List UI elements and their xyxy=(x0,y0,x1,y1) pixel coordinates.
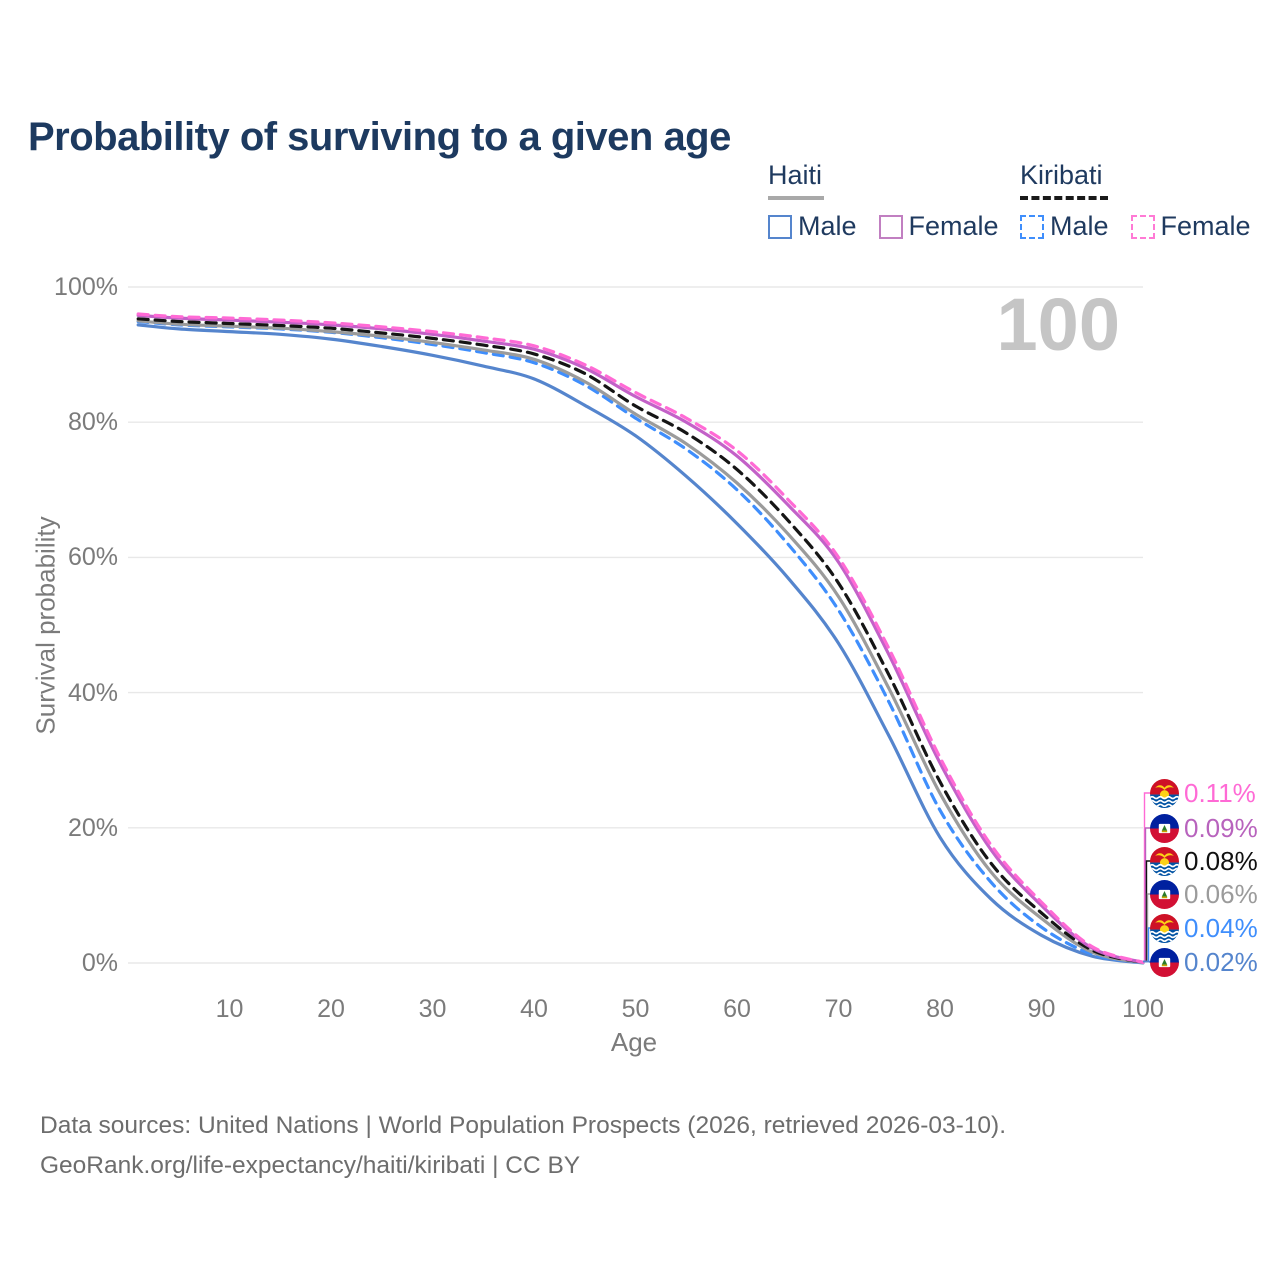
kiribati-flag-icon xyxy=(1150,778,1179,808)
legend-label: Male xyxy=(798,211,857,241)
legend-label: Female xyxy=(908,211,999,241)
x-tick-label: 80 xyxy=(926,995,954,1023)
legend-swatch-haiti-female xyxy=(878,214,903,239)
legend-underline-haiti xyxy=(768,196,824,200)
legend-swatch-haiti-male xyxy=(768,214,792,239)
legend-items-haiti: Male Female xyxy=(768,211,999,242)
x-tick-label: 10 xyxy=(215,995,244,1023)
y-axis-title: Survival probability xyxy=(30,516,61,735)
legend-swatch-kiribati-female xyxy=(1130,214,1155,239)
x-tick-label: 60 xyxy=(723,995,751,1023)
page-title: Probability of surviving to a given age xyxy=(28,114,731,159)
end-label-row-kiribati-male: 0.04% xyxy=(1150,911,1258,945)
end-label-row-kiribati-both: 0.08% xyxy=(1150,844,1258,878)
legend-items-kiribati: Male Female xyxy=(1020,211,1251,242)
y-tick-label: 40% xyxy=(67,678,118,707)
legend-item-haiti-female[interactable]: Female xyxy=(878,211,999,242)
legend-group-kiribati: Kiribati Male Female xyxy=(1020,160,1251,242)
footer-attribution: GeoRank.org/life-expectancy/haiti/kiriba… xyxy=(40,1152,581,1179)
curve-haiti-female[interactable] xyxy=(136,313,1145,964)
legend-header-kiribati: Kiribati xyxy=(1020,160,1103,190)
curve-haiti-both[interactable] xyxy=(136,319,1145,965)
haiti-flag-icon xyxy=(1150,879,1179,909)
curve-haiti-male[interactable] xyxy=(136,323,1145,965)
y-tick-label: 100% xyxy=(54,273,118,301)
legend-item-haiti-male[interactable]: Male xyxy=(768,211,857,242)
end-label-row-kiribati-female: 0.11% xyxy=(1150,776,1256,810)
kiribati-flag-icon xyxy=(1150,846,1179,876)
x-axis-title: Age xyxy=(610,1027,658,1057)
curve-kiribati-female[interactable] xyxy=(136,312,1145,964)
end-label-row-haiti-male: 0.02% xyxy=(1150,945,1258,979)
x-tick-label: 20 xyxy=(317,995,345,1023)
end-label-value: 0.04% xyxy=(1184,912,1258,943)
end-label-value: 0.08% xyxy=(1184,845,1258,876)
end-label-row-haiti-female: 0.09% xyxy=(1150,811,1258,845)
y-tick-label: 60% xyxy=(67,543,118,572)
y-tick-label: 80% xyxy=(67,408,118,437)
legend-label: Female xyxy=(1160,211,1251,241)
x-tick-label: 40 xyxy=(520,995,548,1023)
end-label-value: 0.02% xyxy=(1184,946,1258,977)
footer: Data sources: United Nations | World Pop… xyxy=(40,1106,1006,1186)
legend-item-kiribati-female[interactable]: Female xyxy=(1130,211,1251,242)
legend-swatch-kiribati-male xyxy=(1020,214,1044,239)
legend-header-haiti: Haiti xyxy=(768,160,823,190)
legend-item-kiribati-male[interactable]: Male xyxy=(1020,211,1109,242)
x-tick-label: 50 xyxy=(621,995,650,1023)
age-counter-watermark: 100 xyxy=(996,283,1120,366)
end-label-row-haiti-both: 0.06% xyxy=(1150,877,1258,911)
x-tick-label: 70 xyxy=(824,995,853,1023)
haiti-flag-icon xyxy=(1150,947,1179,977)
footer-sources: Data sources: United Nations | World Pop… xyxy=(40,1112,1007,1139)
y-tick-label: 0% xyxy=(81,949,118,977)
y-tick-label: 20% xyxy=(67,813,118,842)
curve-kiribati-both[interactable] xyxy=(136,317,1145,965)
kiribati-flag-icon xyxy=(1150,913,1179,943)
end-label-value: 0.09% xyxy=(1184,812,1258,843)
x-tick-label: 100 xyxy=(1122,995,1164,1023)
x-tick-label: 30 xyxy=(418,995,447,1023)
x-tick-label: 90 xyxy=(1027,995,1056,1023)
end-label-value: 0.06% xyxy=(1184,878,1258,909)
haiti-flag-icon xyxy=(1150,813,1179,843)
legend-underline-kiribati xyxy=(1020,196,1108,200)
legend-group-haiti: Haiti Male Female xyxy=(768,160,999,242)
legend-label: Male xyxy=(1050,211,1109,241)
end-label-value: 0.11% xyxy=(1184,777,1256,808)
